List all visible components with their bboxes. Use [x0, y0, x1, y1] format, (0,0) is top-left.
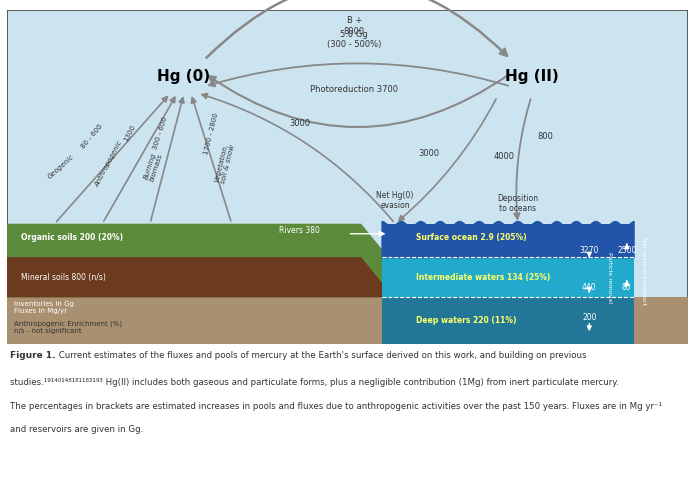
- Text: Geogenic: Geogenic: [47, 153, 76, 180]
- Text: 1700 - 2800: 1700 - 2800: [203, 112, 220, 155]
- Text: Inventories in Gg
Fluxes in Mg/yr: Inventories in Gg Fluxes in Mg/yr: [14, 301, 74, 314]
- Text: Deposition
to oceans: Deposition to oceans: [497, 194, 539, 213]
- Bar: [382, 257, 634, 297]
- Text: 300 - 600: 300 - 600: [152, 116, 168, 151]
- Text: Photoreduction 3700: Photoreduction 3700: [310, 86, 398, 94]
- Bar: [382, 297, 634, 344]
- Text: Rivers 380: Rivers 380: [279, 226, 320, 235]
- Text: studies.¹⁹¹⁴⁰¹⁴⁸¹⁸¹¹⁸³¹⁹³ Hg(II) includes both gaseous and particulate forms, pl: studies.¹⁹¹⁴⁰¹⁴⁸¹⁸¹¹⁸³¹⁹³ Hg(II) include…: [10, 378, 619, 387]
- Polygon shape: [7, 257, 389, 297]
- Text: 800: 800: [537, 132, 553, 141]
- Text: Anthropogenic: Anthropogenic: [95, 139, 124, 188]
- Text: 440: 440: [582, 283, 596, 292]
- Text: Surface ocean 2.9 (205%): Surface ocean 2.9 (205%): [416, 233, 526, 241]
- Text: 3000: 3000: [418, 149, 440, 158]
- Text: Intermediate waters 134 (25%): Intermediate waters 134 (25%): [416, 273, 550, 282]
- Bar: [382, 224, 634, 257]
- Text: 3000: 3000: [289, 119, 311, 128]
- Text: The percentages in brackets are estimated increases in pools and fluxes due to a: The percentages in brackets are estimate…: [10, 402, 662, 411]
- Text: Hg (II): Hg (II): [505, 69, 558, 84]
- Text: Vegetation,
soil & snow: Vegetation, soil & snow: [213, 142, 236, 185]
- Text: 1300: 1300: [123, 124, 136, 143]
- Text: Hg (0): Hg (0): [158, 69, 211, 84]
- Text: and reservoirs are given in Gg.: and reservoirs are given in Gg.: [10, 425, 144, 435]
- Text: Mineral soils 800 (n/s): Mineral soils 800 (n/s): [21, 273, 106, 282]
- Text: 3270: 3270: [580, 246, 599, 255]
- Text: 80 - 600: 80 - 600: [81, 123, 104, 150]
- Text: Net Hg(0)
evasion: Net Hg(0) evasion: [377, 191, 414, 210]
- Bar: [382, 297, 634, 344]
- Polygon shape: [7, 224, 389, 297]
- Text: Anthropogenic Enrichment (%)
n/s - not significant: Anthropogenic Enrichment (%) n/s - not s…: [14, 321, 122, 334]
- Text: Deep waters 220 (11%): Deep waters 220 (11%): [416, 316, 516, 325]
- Text: 80: 80: [622, 283, 632, 292]
- Text: Net vertical transport: Net vertical transport: [641, 237, 646, 304]
- Text: Particle removal: Particle removal: [607, 252, 612, 303]
- Text: 5.0 Gg
(300 - 500%): 5.0 Gg (300 - 500%): [327, 30, 382, 49]
- Text: Figure 1.: Figure 1.: [10, 351, 56, 360]
- Text: 4000: 4000: [493, 152, 515, 161]
- Text: 2500: 2500: [617, 246, 637, 255]
- Text: Current estimates of the fluxes and pools of mercury at the Earth's surface deri: Current estimates of the fluxes and pool…: [56, 351, 586, 360]
- Text: Organic soils 200 (20%): Organic soils 200 (20%): [21, 233, 123, 241]
- Text: Burning
biomass: Burning biomass: [142, 151, 164, 183]
- Text: B +
8000: B + 8000: [344, 16, 365, 36]
- Text: 200: 200: [582, 313, 596, 322]
- Bar: [7, 297, 688, 344]
